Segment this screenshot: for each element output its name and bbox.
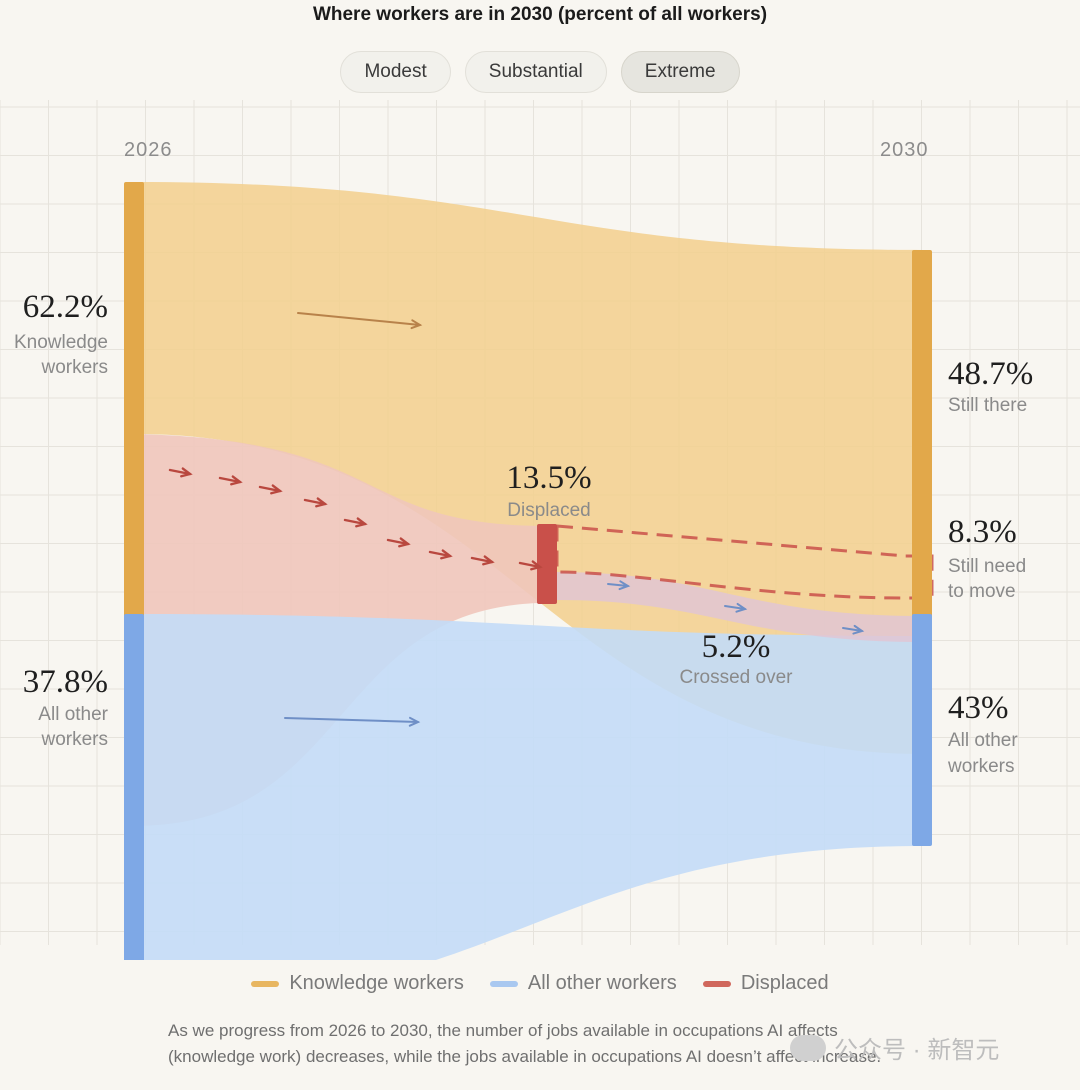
arrow-shaft [724,605,746,610]
label-still-there: 48.7% Still there [948,356,1033,416]
label-displaced: 13.5% Displaced [506,460,591,521]
sankey-nodes [124,182,932,960]
arrow-shaft [607,583,629,587]
arrow-knowledge [297,312,423,330]
arrow-head [355,517,368,528]
arrow-shaft [842,627,863,632]
still-there-label: Still there [948,395,1027,416]
arrow-displaced [470,555,495,566]
arrow-shaft [297,312,421,326]
scenario-tabs: Modest Substantial Extreme [0,51,1080,93]
other-2026-value: 37.8% [23,664,108,700]
legend-swatch [251,980,280,987]
arrow-head [398,537,411,548]
still-need-value: 8.3% [948,514,1017,550]
arrow-head [410,319,423,330]
arrow-crossed-3 [842,624,865,635]
arrow-displaced [303,497,328,508]
arrow-head [735,602,748,613]
arrow-displaced [428,549,453,560]
flow-other-workers [135,614,923,960]
other-2030-label-1: All other [948,730,1018,751]
label-other-2026: 37.8% All other workers [23,664,109,750]
arrow-shaft [518,561,542,569]
legend-label: Displaced [740,972,829,994]
legend-item: Displaced [702,972,829,995]
arrow-head [408,716,421,727]
arrow-shaft [428,550,452,558]
label-other-2030: 43% All other workers [947,690,1018,777]
still-there-value: 48.7% [948,356,1033,392]
chart-legend: Knowledge workers All other workers Displa… [0,972,1080,995]
arrow-displaced [168,467,193,478]
arrow-shaft [386,538,410,546]
watermark-text: 公众号 · 新智元 [834,1037,1000,1064]
arrow-crossed-1 [607,580,631,591]
crossed-over-value: 5.2% [702,629,771,665]
arrow-head [440,549,453,560]
label-knowledge-2026: 62.2% Knowledge workers [14,289,108,378]
arrow-head [530,560,543,571]
tab-extreme[interactable]: Extreme [620,51,740,93]
label-still-need-to-move: 8.3% Still need to move [948,514,1026,602]
tab-modest[interactable]: Modest [340,51,451,93]
knowledge-2026-value: 62.2% [23,289,108,325]
wechat-icon [790,1034,826,1061]
arrow-head [315,497,328,508]
other-2030-value: 43% [948,690,1009,726]
label-crossed-over: 5.2% Crossed over [680,629,794,688]
watermark: 公众号 · 新智元 [790,1030,999,1065]
tab-substantial[interactable]: Substantial [464,51,607,93]
flow-still-need-to-move [555,524,934,600]
arrow-shaft [284,717,419,723]
arrow-shaft [343,518,367,526]
start-year-label: 2026 [124,139,173,161]
node-other-2030 [912,614,932,846]
legend-swatch [702,980,731,987]
still-need-label-1: Still need [948,556,1026,577]
arrow-shaft [258,485,282,493]
legend-label: All other workers [527,972,677,994]
knowledge-2026-label-1: Knowledge [14,332,108,353]
arrow-displaced [258,484,283,495]
legend-item: Knowledge workers [251,972,464,995]
arrow-displaced [386,537,411,548]
node-displaced [537,524,557,604]
end-year-label: 2030 [880,139,929,161]
chart-caption: As we progress from 2026 to 2030, the nu… [168,1021,882,1066]
arrow-head [852,624,865,635]
crossed-over-label: Crossed over [680,667,794,688]
legend-label: Knowledge workers [289,972,464,994]
arrow-head [180,467,193,478]
arrow-head [270,484,283,495]
flow-arrows [168,312,865,727]
arrow-displaced [218,475,243,486]
knowledge-2026-label-2: workers [40,357,108,378]
arrow-shaft [303,498,327,506]
arrow-shaft [218,476,242,484]
arrow-head [482,555,495,566]
arrow-displaced [343,517,368,528]
arrow-head [230,475,243,486]
displaced-value: 13.5% [506,460,591,496]
sankey-flows [135,182,934,960]
sankey-chart: 2026 2030 62.2% Knowledge workers 37.8% … [0,100,1080,960]
flow-crossed-over [557,572,923,642]
still-need-label-2: to move [948,581,1016,602]
arrow-displaced [518,560,543,571]
arrow-crossed-2 [724,602,748,613]
legend-swatch [489,980,518,987]
node-other-2026 [124,614,144,960]
other-2030-label-2: workers [947,756,1015,777]
other-2026-label-2: workers [40,729,108,750]
arrow-shaft [168,468,192,476]
arrow-shaft [470,556,494,564]
other-2026-label-1: All other [38,704,108,725]
legend-item: All other workers [489,972,677,995]
arrow-other [284,716,421,727]
displaced-label: Displaced [507,500,590,521]
arrow-head [618,580,631,591]
chart-title: Where workers are in 2030 (percent of al… [312,4,768,25]
